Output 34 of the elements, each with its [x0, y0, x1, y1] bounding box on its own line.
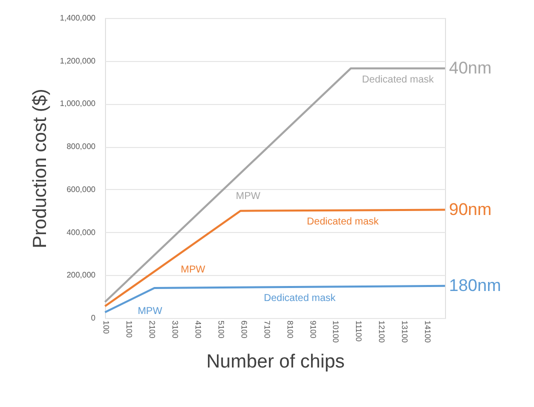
x-tick-label: 1100: [124, 320, 134, 338]
y-tick-label: 1,200,000: [60, 56, 96, 66]
x-tick-label: 14100: [423, 320, 432, 344]
series-label: 40nm: [449, 58, 492, 78]
annotation: Dedicated mask: [306, 216, 380, 228]
y-tick-label: 800,000: [66, 142, 96, 152]
y-tick-label: 0: [91, 314, 96, 322]
y-tick-label: 600,000: [66, 184, 96, 194]
y-tick-label: 1,400,000: [60, 14, 96, 22]
x-tick-label: 6100: [239, 320, 248, 339]
annotation: Dedicated mask: [362, 74, 435, 86]
series-label: 90nm: [449, 200, 492, 219]
x-tick-label: 4100: [193, 320, 202, 339]
annotation: Dedicated mask: [264, 292, 337, 304]
annotation: MPW: [236, 191, 261, 202]
y-tick-label: 1,000,000: [60, 99, 96, 108]
x-tick-label: 5100: [216, 320, 226, 339]
x-tick-label: 2100: [147, 320, 156, 339]
x-tick-label: 7100: [262, 320, 272, 339]
x-tick-label: 100: [102, 320, 110, 334]
x-tick-label: 10100: [331, 320, 340, 344]
y-axis-title: Production cost ($): [30, 88, 51, 248]
x-tick-label: 13100: [400, 320, 410, 344]
x-tick-label: 9100: [308, 320, 318, 339]
series-label: 180nm: [449, 276, 501, 295]
x-tick-label: 8100: [285, 320, 294, 339]
x-tick-label: 11100: [354, 320, 364, 342]
x-axis-title: Number of chips: [206, 352, 345, 373]
x-tick-label: 3100: [170, 320, 180, 339]
y-tick-label: 400,000: [66, 228, 96, 237]
x-tick-label: 12100: [377, 320, 386, 344]
y-tick-label: 200,000: [66, 270, 96, 280]
annotation: MPW: [180, 264, 206, 276]
annotation: MPW: [138, 306, 163, 318]
